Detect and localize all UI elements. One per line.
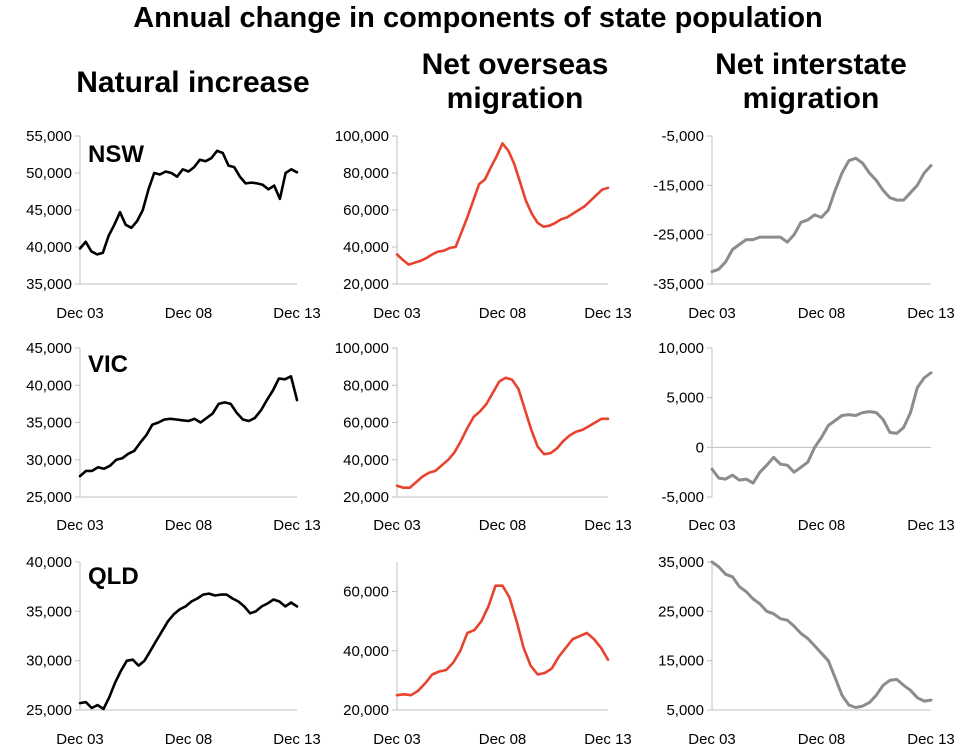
y-tick-label: 10,000 <box>658 340 704 357</box>
x-tick-label: Dec 03 <box>56 731 104 748</box>
x-tick-label: Dec 03 <box>56 517 104 534</box>
x-tick-label: Dec 03 <box>56 305 104 322</box>
panel-vic-net-interstate-migration: 10,000 5,000 0 -5,000 Dec 03 Dec 08 Dec 13 <box>658 340 955 534</box>
panel-qld-net-interstate-migration: 35,000 25,000 15,000 5,000 Dec 03 Dec 08 Dec 1… <box>658 554 955 748</box>
x-tick-label: Dec 08 <box>798 731 846 748</box>
panel-vic-natural-increase: 45,000 40,000 35,000 30,000 25,000 Dec 03 Dec … <box>26 340 321 534</box>
y-tick-label: 80,000 <box>343 165 389 182</box>
x-tick-label: Dec 03 <box>373 731 421 748</box>
y-tick-label: -5,000 <box>661 128 704 145</box>
y-tick-label: 45,000 <box>26 202 72 219</box>
x-tick-label: Dec 08 <box>165 305 213 322</box>
y-tick-label: -35,000 <box>653 276 704 293</box>
y-tick-label: 40,000 <box>26 239 72 256</box>
y-tick-label: 15,000 <box>658 653 704 670</box>
x-tick-label: Dec 08 <box>165 731 213 748</box>
x-tick-label: Dec 13 <box>907 517 955 534</box>
y-tick-label: 60,000 <box>343 415 389 432</box>
x-tick-label: Dec 08 <box>479 305 527 322</box>
y-tick-label: 20,000 <box>343 489 389 506</box>
x-tick-label: Dec 13 <box>273 517 321 534</box>
x-tick-label: Dec 13 <box>907 731 955 748</box>
y-tick-label: -15,000 <box>653 177 704 194</box>
panel-nsw-net-overseas-migration: 100,000 80,000 60,000 40,000 20,000 Dec 03 Dec… <box>335 128 632 322</box>
y-tick-label: 45,000 <box>26 340 72 357</box>
y-tick-label: 35,000 <box>26 415 72 432</box>
y-tick-label: 20,000 <box>343 702 389 719</box>
series-line-qld-net-interstate-migration <box>710 560 933 709</box>
panel-nsw-net-interstate-migration: -5,000 -15,000 -25,000 -35,000 Dec 03 Dec 08 D… <box>653 128 955 322</box>
y-tick-label: 30,000 <box>26 653 72 670</box>
series-line-nsw-net-overseas-migration <box>395 142 610 266</box>
series-line-nsw-net-interstate-migration <box>710 156 933 274</box>
y-tick-label: -5,000 <box>661 489 704 506</box>
x-tick-label: Dec 13 <box>907 305 955 322</box>
x-tick-label: Dec 13 <box>273 305 321 322</box>
y-tick-label: 0 <box>696 439 704 456</box>
y-tick-label: 80,000 <box>343 377 389 394</box>
y-tick-label: 60,000 <box>343 584 389 601</box>
y-tick-label: 5,000 <box>666 390 704 407</box>
panel-qld-natural-increase: 40,000 35,000 30,000 25,000 Dec 03 Dec 08 Dec … <box>26 554 321 748</box>
column-header-net-overseas-migration: Net overseas migration <box>421 48 609 115</box>
y-tick-label: 40,000 <box>26 554 72 571</box>
y-tick-label: 50,000 <box>26 165 72 182</box>
y-tick-label: 5,000 <box>666 702 704 719</box>
x-tick-label: Dec 08 <box>798 305 846 322</box>
y-tick-label: 25,000 <box>658 603 704 620</box>
y-tick-label: 35,000 <box>658 554 704 571</box>
x-tick-label: Dec 13 <box>584 517 632 534</box>
x-tick-label: Dec 13 <box>584 305 632 322</box>
series-line-vic-net-interstate-migration <box>710 371 933 485</box>
state-label-qld: QLD <box>88 563 139 590</box>
y-tick-label: 60,000 <box>343 202 389 219</box>
panel-nsw-natural-increase: 55,000 50,000 45,000 40,000 35,000 Dec 03 Dec … <box>26 128 321 322</box>
y-tick-label: 25,000 <box>26 702 72 719</box>
panel-vic-net-overseas-migration: 100,000 80,000 60,000 40,000 20,000 Dec 03 Dec… <box>335 340 632 534</box>
y-tick-label: 100,000 <box>335 128 389 145</box>
y-tick-label: 40,000 <box>343 452 389 469</box>
x-tick-label: Dec 08 <box>479 731 527 748</box>
y-tick-label: 20,000 <box>343 276 389 293</box>
y-tick-label: 35,000 <box>26 276 72 293</box>
y-tick-label: -25,000 <box>653 227 704 244</box>
state-label-nsw: NSW <box>88 141 144 168</box>
y-tick-label: 40,000 <box>343 643 389 660</box>
x-tick-label: Dec 03 <box>688 731 736 748</box>
series-line-nsw-natural-increase <box>78 149 299 256</box>
y-tick-label: 100,000 <box>335 340 389 357</box>
chart-title: Annual change in components of state pop… <box>133 2 823 34</box>
x-tick-label: Dec 03 <box>688 517 736 534</box>
x-tick-label: Dec 03 <box>373 517 421 534</box>
series-line-qld-net-overseas-migration <box>395 584 610 697</box>
series-line-qld-natural-increase <box>78 592 299 711</box>
series-line-vic-natural-increase <box>78 374 299 478</box>
y-tick-label: 35,000 <box>26 603 72 620</box>
x-tick-label: Dec 03 <box>373 305 421 322</box>
x-tick-label: Dec 13 <box>273 731 321 748</box>
y-tick-label: 25,000 <box>26 489 72 506</box>
y-tick-label: 40,000 <box>343 239 389 256</box>
column-header-natural-increase: Natural increase <box>76 66 310 99</box>
x-tick-label: Dec 08 <box>798 517 846 534</box>
x-tick-label: Dec 08 <box>479 517 527 534</box>
y-tick-label: 40,000 <box>26 377 72 394</box>
series-line-vic-net-overseas-migration <box>395 376 610 490</box>
panel-qld-net-overseas-migration: 60,000 40,000 20,000 Dec 03 Dec 08 Dec 13 <box>343 562 632 748</box>
y-tick-label: 30,000 <box>26 452 72 469</box>
x-tick-label: Dec 08 <box>165 517 213 534</box>
state-label-vic: VIC <box>88 351 128 378</box>
y-tick-label: 55,000 <box>26 128 72 145</box>
column-header-net-interstate-migration: Net interstate migration <box>715 48 907 115</box>
x-tick-label: Dec 13 <box>584 731 632 748</box>
x-tick-label: Dec 03 <box>688 305 736 322</box>
